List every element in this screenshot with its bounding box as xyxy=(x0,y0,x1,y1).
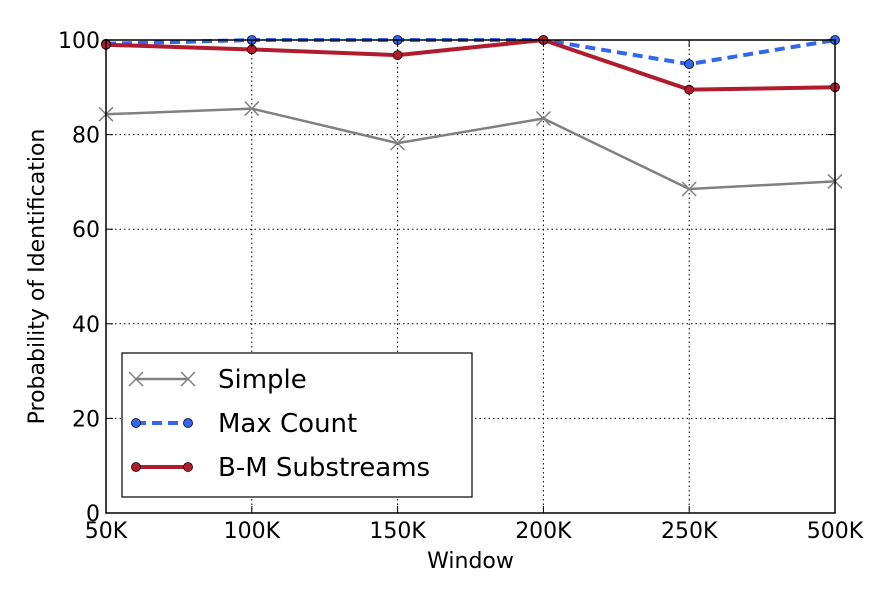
x-tick-label: 500K xyxy=(807,519,864,544)
legend-label: Simple xyxy=(218,365,307,395)
data-point xyxy=(681,181,697,197)
series-line xyxy=(105,38,836,67)
data-point xyxy=(684,59,695,70)
legend-marker xyxy=(131,462,141,472)
y-tick-label: 0 xyxy=(86,502,100,527)
legend-marker xyxy=(183,418,193,428)
legend-item: Simple xyxy=(128,365,307,395)
x-tick-label: 200K xyxy=(515,519,572,544)
legend-marker xyxy=(180,371,196,387)
legend-item: Max Count xyxy=(131,409,357,439)
legend-label: B-M Substreams xyxy=(218,453,430,483)
series-b-m-substreams xyxy=(101,35,840,95)
y-tick-label: 100 xyxy=(58,29,100,54)
data-point xyxy=(535,110,551,127)
legend-marker xyxy=(183,462,193,472)
x-axis-title: Window xyxy=(427,549,514,574)
y-tick-label: 80 xyxy=(72,124,100,149)
x-tick-label: 250K xyxy=(661,519,718,544)
legend-marker xyxy=(131,418,141,428)
y-tick-label: 20 xyxy=(72,407,100,432)
axis-ticks: 50K 100K 150K 200K 250K 500K 0 20 40 60 80 100 xyxy=(58,29,864,544)
legend-item: B-M Substreams xyxy=(131,453,430,483)
x-tick-label: 150K xyxy=(369,519,426,544)
data-point xyxy=(244,101,260,117)
series-simple xyxy=(98,101,843,197)
legend-label: Max Count xyxy=(218,409,357,439)
series-lines xyxy=(98,35,843,197)
data-point xyxy=(392,50,403,61)
data-point xyxy=(390,135,406,151)
legend-box xyxy=(121,352,473,498)
legend-marker xyxy=(128,371,144,387)
x-tick-label: 100K xyxy=(224,519,281,544)
plot-frame xyxy=(105,39,836,514)
series-line xyxy=(105,107,836,191)
y-axis-title: Probability of Identification xyxy=(25,129,50,425)
y-tick-label: 40 xyxy=(72,313,100,338)
y-tick-label: 60 xyxy=(72,218,100,243)
series-line xyxy=(105,38,836,92)
data-point xyxy=(684,84,695,95)
legend: Simple Max Count B-M Substreams xyxy=(121,352,473,498)
x-tick-label: 50K xyxy=(85,519,128,544)
